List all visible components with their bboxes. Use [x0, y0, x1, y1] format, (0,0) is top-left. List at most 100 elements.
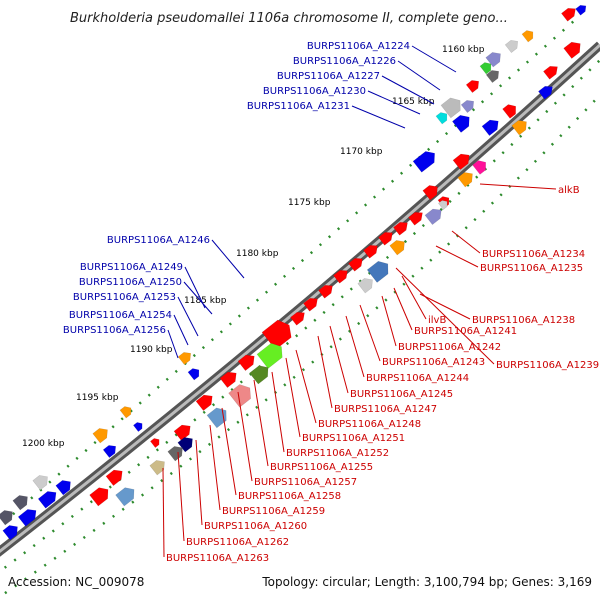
gene-feature-arrow[interactable] [149, 457, 168, 476]
reverse-label-leader [162, 467, 165, 558]
gene-feature-arrow[interactable] [393, 219, 410, 236]
gene-feature-arrow[interactable] [348, 255, 365, 272]
gene-feature-arrow[interactable] [357, 275, 376, 294]
gene-feature-arrow[interactable] [435, 110, 450, 125]
reverse-gene-label[interactable]: BURPS1106A_A1235 [480, 263, 583, 274]
gene-feature-arrow[interactable] [422, 182, 441, 201]
forward-gene-label[interactable]: BURPS1106A_A1253 [73, 292, 176, 303]
gene-feature-arrow[interactable] [0, 507, 16, 526]
reverse-gene-label[interactable]: BURPS1106A_A1243 [382, 357, 485, 368]
gene-feature-arrow[interactable] [290, 309, 307, 326]
reverse-gene-label[interactable]: BURPS1106A_A1234 [482, 249, 585, 260]
reverse-gene-label[interactable]: BURPS1106A_A1262 [186, 537, 289, 548]
gene-feature-arrow[interactable] [12, 492, 31, 511]
reverse-gene-label[interactable]: BURPS1106A_A1263 [166, 553, 269, 564]
forward-gene-label[interactable]: BURPS1106A_A1224 [307, 41, 410, 52]
gene-feature-arrow[interactable] [438, 198, 449, 210]
gene-feature-arrow[interactable] [575, 3, 589, 16]
dotted-guides [0, 19, 600, 599]
reverse-gene-label[interactable]: BURPS1106A_A1251 [302, 433, 405, 444]
gene-feature-arrow[interactable] [249, 362, 273, 385]
gene-feature-arrow[interactable] [37, 488, 60, 509]
reverse-gene-label[interactable]: BURPS1106A_A1259 [222, 506, 325, 517]
reverse-gene-label[interactable]: BURPS1106A_A1258 [238, 491, 341, 502]
reverse-gene-label[interactable]: alkB [558, 185, 580, 196]
forward-gene-label[interactable]: BURPS1106A_A1256 [63, 325, 166, 336]
gene-feature-arrow[interactable] [89, 484, 113, 507]
forward-gene-label[interactable]: BURPS1106A_A1249 [80, 262, 183, 273]
forward-gene-label[interactable]: BURPS1106A_A1254 [69, 310, 172, 321]
gene-feature-arrow[interactable] [412, 148, 439, 173]
reverse-gene-label[interactable]: BURPS1106A_A1244 [366, 373, 469, 384]
reverse-gene-label[interactable]: ilvB [428, 315, 446, 326]
reverse-gene-label[interactable]: BURPS1106A_A1238 [472, 315, 575, 326]
gene-feature-arrow[interactable] [32, 472, 51, 491]
forward-gene-label[interactable]: BURPS1106A_A1226 [293, 56, 396, 67]
gene-feature-arrow[interactable] [55, 477, 74, 496]
gene-feature-arrow[interactable] [206, 404, 231, 429]
gene-feature-arrow[interactable] [440, 94, 465, 119]
forward-gene-label[interactable]: BURPS1106A_A1231 [247, 101, 350, 112]
gene-feature-arrow[interactable] [2, 522, 21, 541]
gene-feature-arrow[interactable] [460, 97, 477, 113]
gene-feature-arrow[interactable] [150, 436, 161, 448]
forward-gene-label[interactable]: BURPS1106A_A1230 [263, 86, 366, 97]
gene-feature-arrow[interactable] [481, 116, 502, 137]
reverse-gene-label[interactable]: BURPS1106A_A1239 [496, 360, 599, 371]
gene-feature-arrow[interactable] [17, 506, 40, 527]
gene-feature-arrow[interactable] [465, 77, 482, 93]
gene-feature-arrow[interactable] [424, 205, 445, 226]
gene-feature-arrow[interactable] [543, 63, 560, 80]
gene-feature-arrow[interactable] [561, 5, 578, 22]
forward-gene-label[interactable]: BURPS1106A_A1250 [79, 277, 182, 288]
gene-feature-arrow[interactable] [378, 229, 395, 246]
reverse-gene-label[interactable]: BURPS1106A_A1255 [270, 462, 373, 473]
gene-feature-arrow[interactable] [318, 282, 335, 299]
gene-feature-arrow[interactable] [177, 434, 196, 453]
gene-feature-arrow[interactable] [502, 102, 520, 119]
gene-feature-arrow[interactable] [521, 28, 536, 43]
reverse-gene-label[interactable]: BURPS1106A_A1242 [398, 342, 501, 353]
gene-feature-arrow[interactable] [105, 466, 126, 487]
gene-feature-arrow[interactable] [538, 83, 555, 100]
gene-feature-arrow[interactable] [485, 67, 502, 83]
gene-feature-arrow[interactable] [408, 209, 425, 226]
gene-feature-arrow[interactable] [452, 112, 473, 133]
gene-feature-arrow[interactable] [485, 49, 504, 68]
forward-gene-label[interactable]: BURPS1106A_A1227 [277, 71, 380, 82]
gene-feature-arrow[interactable] [102, 442, 119, 458]
gene-feature-arrow[interactable] [389, 237, 408, 256]
gene-feature-arrow[interactable] [177, 349, 194, 365]
gene-feature-arrow[interactable] [115, 484, 139, 507]
gene-feature-arrow[interactable] [219, 368, 240, 389]
gene-feature-arrow[interactable] [511, 117, 530, 136]
gene-feature-arrow[interactable] [303, 295, 320, 312]
gene-feature-arrow[interactable] [119, 404, 134, 419]
reverse-gene-label[interactable]: BURPS1106A_A1248 [318, 419, 421, 430]
reverse-gene-label[interactable]: BURPS1106A_A1257 [254, 477, 357, 488]
gene-feature-arrow[interactable] [133, 420, 144, 432]
gene-feature-arrow[interactable] [187, 366, 202, 381]
reverse-gene-label[interactable]: BURPS1106A_A1252 [286, 448, 389, 459]
reverse-gene-label[interactable]: BURPS1106A_A1260 [204, 521, 307, 532]
reverse-gene-label[interactable]: BURPS1106A_A1241 [414, 326, 517, 337]
gene-feature-arrow[interactable] [472, 158, 490, 175]
gene-feature-arrow[interactable] [363, 242, 380, 259]
gene-feature-arrow[interactable] [261, 316, 296, 351]
reverse-gene-label[interactable]: BURPS1106A_A1247 [334, 404, 437, 415]
gene-feature-arrow[interactable] [366, 258, 393, 283]
gene-feature-arrow[interactable] [452, 150, 473, 171]
forward-gene-label[interactable]: BURPS1106A_A1246 [107, 235, 210, 246]
gene-feature-arrow[interactable] [256, 340, 287, 369]
gene-feature-arrow[interactable] [563, 38, 585, 59]
reverse-gene-label[interactable]: BURPS1106A_A1245 [350, 389, 453, 400]
gene-feature-arrow[interactable] [333, 267, 350, 284]
gene-feature-arrow[interactable] [479, 60, 494, 75]
gene-feature-arrow[interactable] [504, 37, 521, 53]
gene-feature-arrow[interactable] [228, 381, 256, 408]
gene-feature-arrow[interactable] [173, 421, 194, 442]
gene-feature-arrow[interactable] [195, 391, 216, 412]
gene-feature-arrow[interactable] [457, 169, 476, 188]
gene-feature-arrow[interactable] [92, 425, 111, 444]
gene-feature-arrow[interactable] [237, 351, 258, 372]
